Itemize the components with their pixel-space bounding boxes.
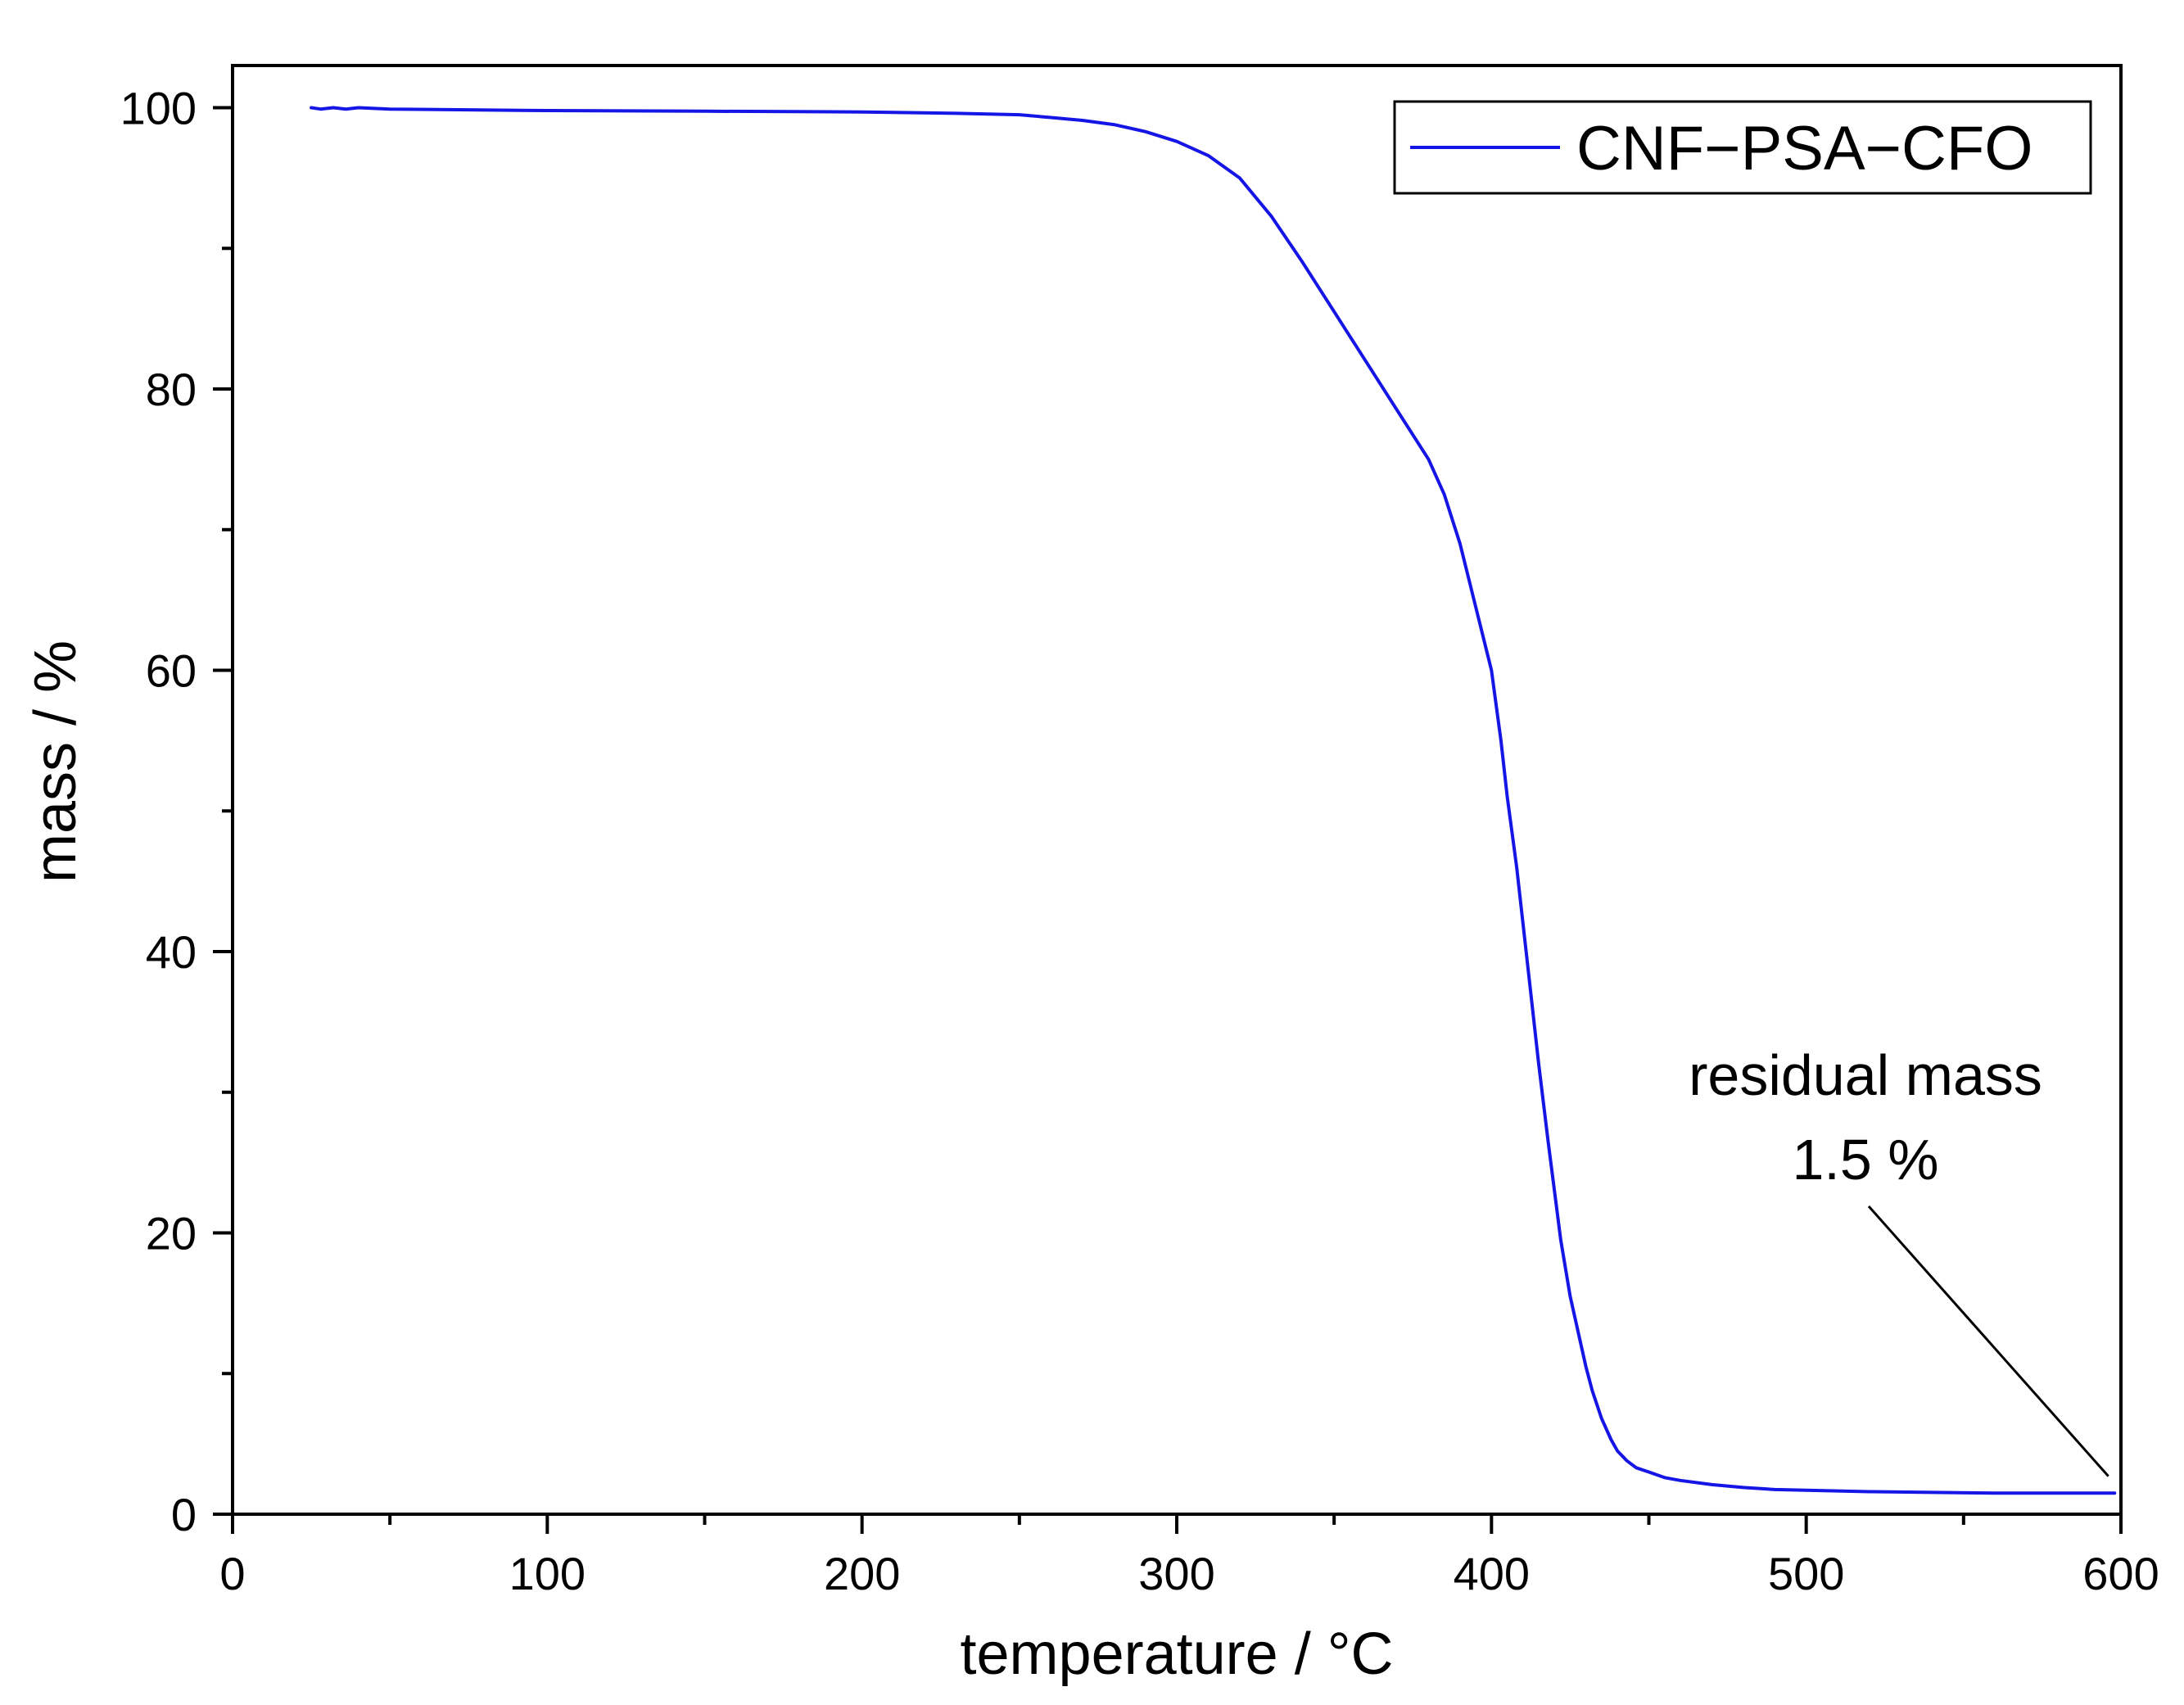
series-layer bbox=[310, 106, 2117, 1495]
x-tick-labels: 0 100 200 300 400 500 600 bbox=[219, 1548, 2159, 1599]
y-axis-title: mass / % bbox=[23, 640, 88, 883]
y-tick-label-60: 60 bbox=[146, 645, 197, 697]
annotation-pointer-line bbox=[1867, 1205, 2109, 1477]
series-line-0 bbox=[310, 106, 2117, 1495]
x-tick-label-400: 400 bbox=[1454, 1548, 1530, 1599]
x-tick-label-0: 0 bbox=[219, 1548, 245, 1599]
y-tick-label-20: 20 bbox=[146, 1208, 197, 1260]
x-tick-label-500: 500 bbox=[1768, 1548, 1844, 1599]
plot-frame bbox=[231, 64, 2123, 1516]
axis-ticks bbox=[213, 106, 2123, 1534]
x-axis-title: temperature / °C bbox=[961, 1621, 1394, 1687]
x-tick-label-600: 600 bbox=[2082, 1548, 2159, 1599]
x-tick-label-300: 300 bbox=[1138, 1548, 1214, 1599]
y-tick-label-80: 80 bbox=[146, 364, 197, 415]
annotation-line-1: residual mass bbox=[1689, 1043, 2042, 1107]
residual-annotation: residual mass 1.5 % bbox=[1689, 1043, 2109, 1477]
y-tick-label-0: 0 bbox=[171, 1489, 197, 1540]
y-tick-label-100: 100 bbox=[120, 83, 197, 134]
x-tick-label-200: 200 bbox=[824, 1548, 900, 1599]
legend-label: CNF−PSA−CFO bbox=[1576, 114, 2033, 183]
y-tick-labels: 0 20 40 60 80 100 bbox=[120, 83, 197, 1540]
annotation-line-2: 1.5 % bbox=[1793, 1128, 1939, 1192]
legend: CNF−PSA−CFO bbox=[1393, 100, 2092, 195]
x-tick-label-100: 100 bbox=[509, 1548, 586, 1599]
y-tick-label-40: 40 bbox=[146, 926, 197, 978]
